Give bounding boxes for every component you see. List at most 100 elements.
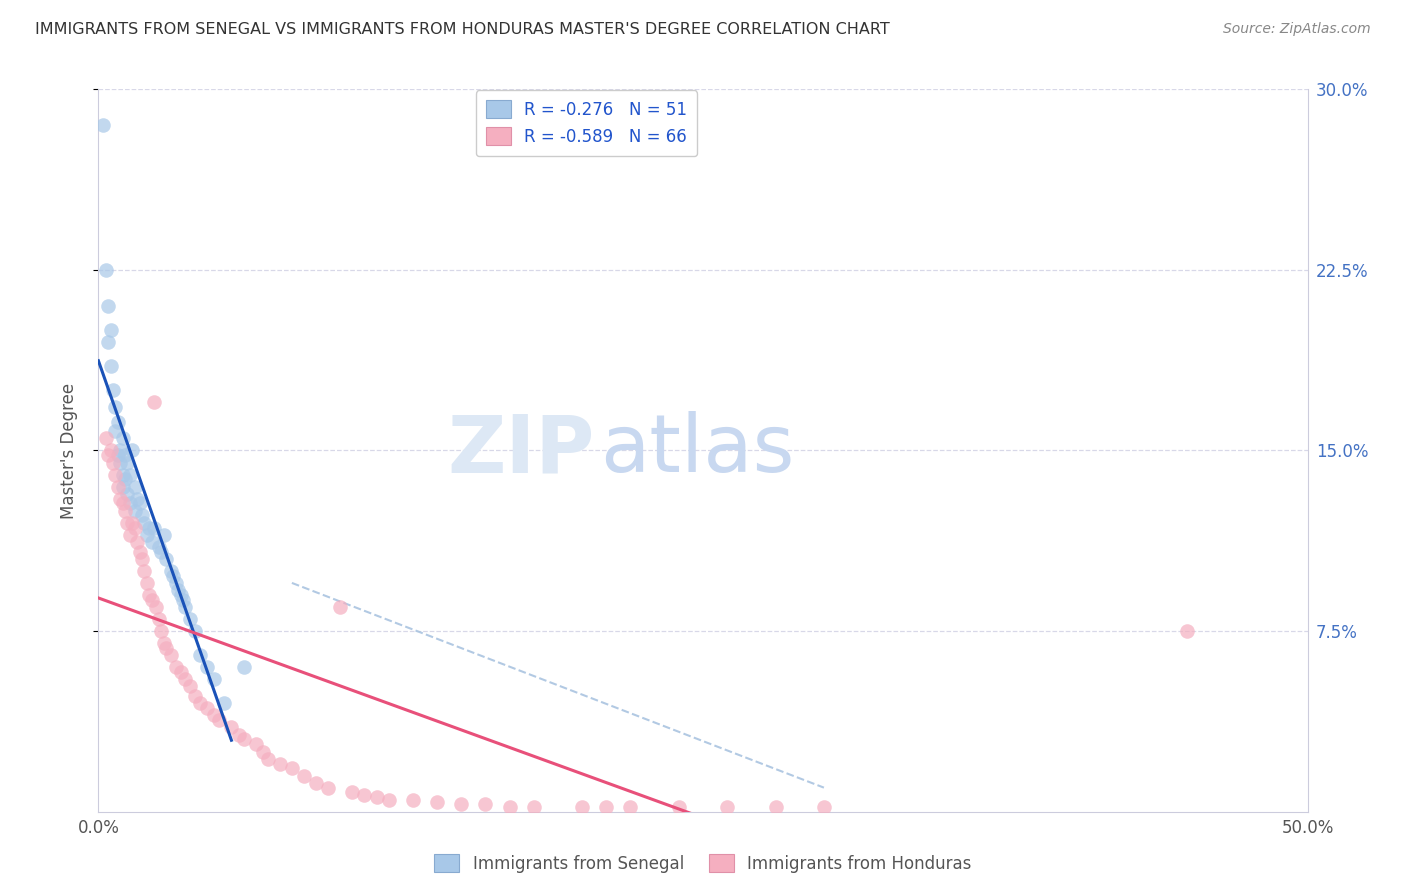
Point	[366, 790, 388, 805]
Point	[668, 800, 690, 814]
Point	[145, 599, 167, 614]
Point	[114, 503, 136, 517]
Point	[100, 443, 122, 458]
Point	[107, 448, 129, 462]
Point	[252, 744, 274, 758]
Point	[141, 535, 163, 549]
Point	[135, 576, 157, 591]
Point	[174, 599, 197, 614]
Point	[228, 728, 250, 742]
Point	[571, 800, 593, 814]
Point	[117, 487, 139, 501]
Point	[138, 520, 160, 534]
Point	[100, 323, 122, 337]
Point	[179, 680, 201, 694]
Text: atlas: atlas	[600, 411, 794, 490]
Point	[195, 660, 218, 674]
Point	[172, 592, 194, 607]
Point	[474, 797, 496, 812]
Point	[141, 592, 163, 607]
Point	[138, 588, 160, 602]
Point	[108, 455, 131, 469]
Point	[94, 431, 117, 445]
Point	[195, 701, 218, 715]
Point	[111, 467, 134, 482]
Point	[121, 443, 143, 458]
Point	[523, 800, 546, 814]
Point	[150, 544, 173, 558]
Point	[91, 118, 114, 132]
Point	[619, 800, 641, 814]
Point	[94, 262, 117, 277]
Point	[426, 795, 449, 809]
Point	[162, 568, 184, 582]
Point	[127, 535, 149, 549]
Point	[184, 689, 207, 703]
Point	[402, 793, 425, 807]
Point	[256, 752, 278, 766]
Point	[450, 797, 472, 812]
Text: ZIP: ZIP	[447, 411, 595, 490]
Point	[353, 788, 375, 802]
Point	[498, 800, 520, 814]
Point	[813, 800, 835, 814]
Point	[100, 359, 122, 373]
Point	[127, 491, 149, 506]
Point	[135, 527, 157, 541]
Point	[97, 448, 120, 462]
Point	[128, 496, 150, 510]
Point	[174, 673, 197, 687]
Point	[97, 299, 120, 313]
Point	[128, 544, 150, 558]
Point	[104, 467, 127, 482]
Point	[104, 400, 127, 414]
Point	[212, 696, 235, 710]
Y-axis label: Master's Degree: Master's Degree	[59, 383, 77, 518]
Point	[107, 480, 129, 494]
Point	[114, 448, 136, 462]
Point	[342, 785, 364, 799]
Point	[134, 564, 156, 578]
Point	[152, 527, 174, 541]
Point	[97, 334, 120, 349]
Point	[716, 800, 738, 814]
Point	[269, 756, 291, 771]
Point	[595, 800, 617, 814]
Point	[232, 660, 254, 674]
Point	[101, 455, 124, 469]
Point	[148, 612, 170, 626]
Point	[124, 520, 146, 534]
Point	[117, 516, 139, 530]
Point	[204, 708, 226, 723]
Point	[118, 467, 141, 482]
Point	[150, 624, 173, 639]
Point	[169, 588, 191, 602]
Point	[107, 415, 129, 429]
Point	[765, 800, 787, 814]
Point	[148, 540, 170, 554]
Point	[281, 761, 304, 775]
Point	[188, 696, 211, 710]
Point	[117, 455, 139, 469]
Point	[169, 665, 191, 679]
Text: IMMIGRANTS FROM SENEGAL VS IMMIGRANTS FROM HONDURAS MASTER'S DEGREE CORRELATION : IMMIGRANTS FROM SENEGAL VS IMMIGRANTS FR…	[35, 22, 890, 37]
Point	[329, 599, 352, 614]
Point	[245, 737, 267, 751]
Point	[143, 395, 166, 409]
Point	[208, 713, 231, 727]
Legend: Immigrants from Senegal, Immigrants from Honduras: Immigrants from Senegal, Immigrants from…	[427, 847, 979, 880]
Point	[305, 776, 328, 790]
Point	[143, 520, 166, 534]
Point	[118, 527, 141, 541]
Point	[188, 648, 211, 662]
Point	[204, 673, 226, 687]
Point	[101, 384, 124, 398]
Point	[152, 636, 174, 650]
Point	[131, 551, 153, 566]
Point	[221, 721, 243, 735]
Point	[160, 564, 183, 578]
Point	[111, 480, 134, 494]
Point	[118, 496, 141, 510]
Point	[134, 516, 156, 530]
Text: Source: ZipAtlas.com: Source: ZipAtlas.com	[1223, 22, 1371, 37]
